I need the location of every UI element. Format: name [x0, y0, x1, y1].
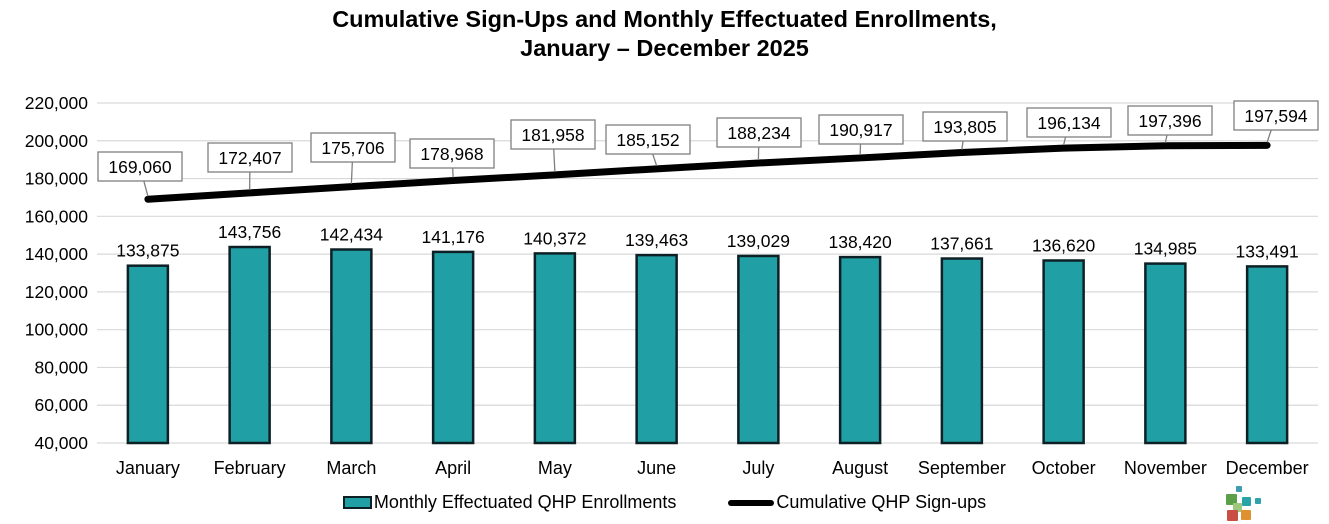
- y-tick-label: 120,000: [25, 282, 89, 302]
- bar: [431, 250, 475, 445]
- y-tick-label: 60,000: [34, 395, 88, 415]
- bar: [940, 257, 984, 445]
- x-tick-label: January: [116, 458, 180, 478]
- x-tick-label: June: [637, 458, 676, 478]
- bar-swatch-icon: [342, 496, 372, 509]
- brand-logo-icon: [1215, 483, 1285, 524]
- y-tick-label: 100,000: [25, 320, 89, 340]
- x-tick-label: September: [918, 458, 1006, 478]
- line-value-box: [1127, 105, 1213, 136]
- logo-square-icon: [1227, 510, 1238, 521]
- logo-square-icon: [1236, 486, 1242, 492]
- bar-value-label: 133,875: [116, 241, 179, 261]
- chart-title-line2: January – December 2025: [520, 35, 809, 61]
- y-tick-label: 180,000: [25, 169, 89, 189]
- line-value-label: 172,407: [218, 148, 281, 168]
- bar: [533, 252, 577, 445]
- line-value-label: 181,958: [521, 125, 584, 145]
- line-value-label: 178,968: [420, 144, 483, 164]
- x-tick-label: November: [1124, 458, 1207, 478]
- bar: [838, 255, 882, 445]
- line-value-label: 190,917: [829, 120, 892, 140]
- bar: [635, 253, 678, 445]
- x-tick-label: February: [214, 458, 286, 478]
- x-tick-label: December: [1226, 458, 1309, 478]
- bar-value-label: 140,372: [523, 228, 586, 248]
- x-tick-label: May: [538, 458, 572, 478]
- line-value-label: 197,594: [1244, 106, 1308, 126]
- line-value-box: [1026, 107, 1112, 138]
- y-tick-label: 140,000: [25, 244, 89, 264]
- bar-value-label: 138,420: [828, 232, 892, 252]
- logo-square-icon: [1241, 510, 1251, 520]
- line-series: [144, 141, 1271, 203]
- x-tick-label: July: [742, 458, 774, 478]
- line-value-label: 185,152: [616, 130, 679, 150]
- line-value-box: [310, 132, 396, 163]
- bar: [1144, 262, 1187, 445]
- x-tick-label: April: [435, 458, 471, 478]
- line-value-box: [510, 119, 596, 150]
- line-value-box: [922, 111, 1008, 142]
- chart-title: Cumulative Sign-Ups and Monthly Effectua…: [0, 5, 1329, 63]
- bar: [126, 264, 170, 445]
- bar: [737, 254, 780, 445]
- logo-square-icon: [1226, 494, 1237, 505]
- bar-value-label: 133,491: [1235, 241, 1298, 261]
- legend-label-bars: Monthly Effectuated QHP Enrollments: [373, 492, 677, 512]
- line-value-label: 196,134: [1037, 113, 1101, 133]
- logo-square-icon: [1255, 498, 1261, 504]
- line-value-label: 169,060: [108, 157, 172, 177]
- x-tick-label: March: [326, 458, 376, 478]
- bar-value-label: 136,620: [1032, 235, 1096, 255]
- bar: [330, 248, 373, 445]
- line-value-box: [605, 124, 691, 155]
- bar-value-label: 137,661: [930, 234, 993, 254]
- legend-item-bars: Monthly Effectuated QHP Enrollments: [342, 492, 677, 513]
- bar-value-label: 139,029: [727, 231, 790, 251]
- line-value-box: [409, 138, 495, 169]
- bar: [228, 245, 271, 445]
- line-value-box: [207, 142, 293, 173]
- bar: [1245, 265, 1289, 445]
- line-value-box: [1233, 100, 1319, 131]
- legend-item-line: Cumulative QHP Sign-ups: [728, 492, 986, 513]
- line-value-label: 175,706: [321, 138, 384, 158]
- line-value-label: 193,805: [933, 117, 996, 137]
- line-value-label: 197,396: [1138, 111, 1201, 131]
- bar-value-label: 134,985: [1134, 239, 1197, 259]
- y-tick-label: 40,000: [34, 433, 88, 453]
- line-value-box: [716, 117, 802, 148]
- bar-value-label: 142,434: [320, 225, 384, 245]
- line-value-label: 188,234: [727, 123, 791, 143]
- line-value-box: [818, 114, 904, 145]
- x-tick-label: August: [832, 458, 888, 478]
- x-tick-label: October: [1032, 458, 1096, 478]
- logo-square-icon: [1242, 497, 1251, 506]
- bar: [1042, 259, 1085, 445]
- line-value-box: [97, 151, 183, 182]
- bar-value-label: 139,463: [625, 230, 688, 250]
- y-tick-label: 200,000: [25, 131, 89, 151]
- y-tick-label: 160,000: [25, 206, 89, 226]
- logo-square-icon: [1233, 503, 1242, 512]
- chart-title-line1: Cumulative Sign-Ups and Monthly Effectua…: [332, 6, 997, 32]
- bar-value-label: 141,176: [421, 227, 484, 247]
- legend-label-line: Cumulative QHP Sign-ups: [776, 492, 987, 512]
- bar-value-label: 143,756: [218, 222, 281, 242]
- y-tick-label: 220,000: [25, 93, 89, 113]
- line-swatch-icon: [728, 499, 775, 506]
- legend: Monthly Effectuated QHP Enrollments Cumu…: [0, 492, 1329, 513]
- y-tick-label: 80,000: [34, 357, 88, 377]
